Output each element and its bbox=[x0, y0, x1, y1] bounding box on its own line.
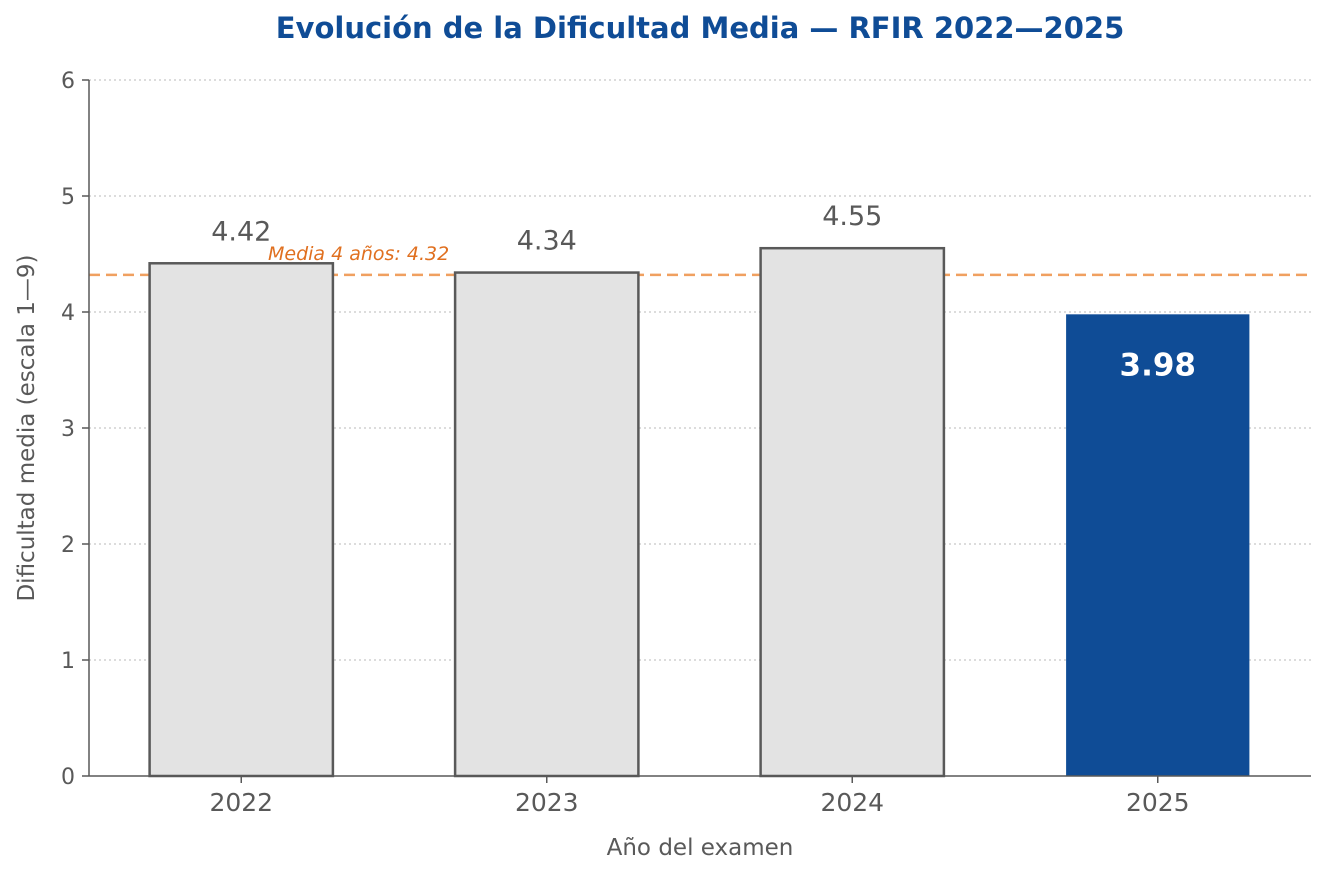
x-tick-label: 2022 bbox=[209, 788, 273, 817]
x-axis-title: Año del examen bbox=[607, 835, 794, 861]
chart-title: Evolución de la Dificultad Media — RFIR … bbox=[276, 11, 1125, 45]
y-tick-label: 1 bbox=[61, 649, 75, 674]
bar-2024 bbox=[759, 246, 946, 778]
bar-2022 bbox=[148, 262, 335, 778]
bar-value-label: 4.34 bbox=[517, 226, 577, 257]
x-tick-label: 2023 bbox=[515, 788, 579, 817]
y-axis-title: Dificultad media (escala 1—9) bbox=[14, 254, 40, 601]
average-reference-label: Media 4 años: 4.32 bbox=[268, 243, 449, 265]
x-tick-label: 2025 bbox=[1126, 788, 1190, 817]
y-tick-label: 4 bbox=[61, 301, 75, 326]
bar-2025 bbox=[1066, 314, 1250, 776]
bar-value-label: 4.55 bbox=[822, 201, 882, 232]
y-tick-label: 6 bbox=[61, 69, 75, 94]
y-tick-label: 0 bbox=[61, 765, 75, 790]
bar-2023 bbox=[453, 271, 640, 778]
value-labels: 4.42 4.34 4.55 3.98 Media 4 años: 4.32 bbox=[211, 201, 1196, 383]
y-tick-label: 2 bbox=[61, 533, 75, 558]
bar-value-label: 3.98 bbox=[1120, 347, 1197, 383]
y-tick-label: 5 bbox=[61, 185, 75, 210]
bar-value-label: 4.42 bbox=[211, 216, 271, 247]
x-tick-label: 2024 bbox=[820, 788, 884, 817]
bars bbox=[148, 246, 1250, 778]
y-tick-label: 3 bbox=[61, 417, 75, 442]
axes: 0 1 2 3 4 5 6 2022 2023 2024 2025 bbox=[61, 69, 1311, 817]
grid-lines bbox=[89, 79, 1311, 661]
